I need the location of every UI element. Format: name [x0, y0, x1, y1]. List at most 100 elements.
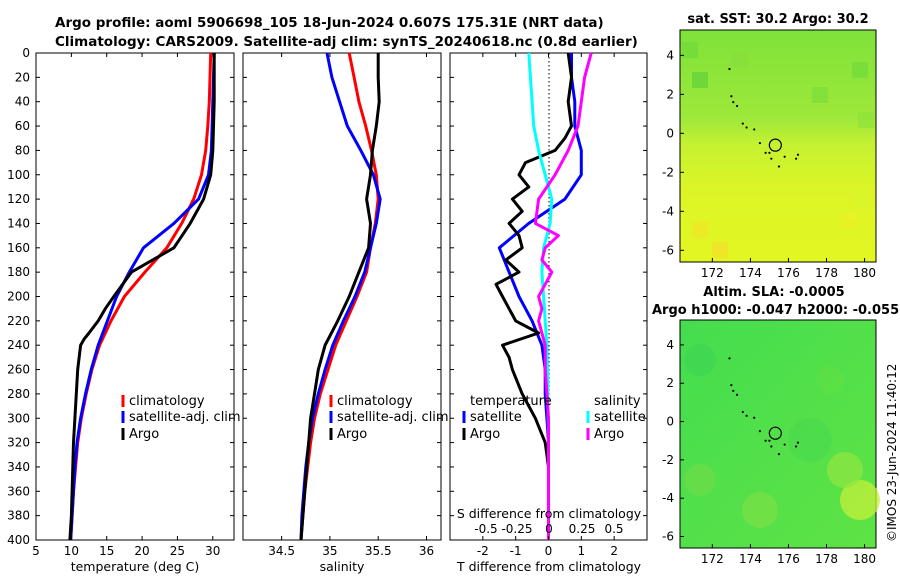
- sla-texture-blob: [788, 418, 832, 462]
- depth-tick-label: 320: [7, 436, 30, 450]
- map-lat-tick-label: 4: [666, 338, 674, 352]
- depth-tick-label: 220: [7, 314, 30, 328]
- map-lat-tick-label: -6: [662, 243, 674, 257]
- salinity-series-group: [299, 52, 382, 541]
- depth-tick-label: 0: [22, 46, 30, 60]
- sst-map-title: sat. SST: 30.2 Argo: 30.2: [687, 12, 868, 27]
- map-lon-tick-label: 172: [701, 266, 724, 280]
- argo-position-marker: [768, 138, 782, 152]
- map-lon-tick-label: 174: [739, 266, 762, 280]
- sst-texture-cell: [842, 212, 858, 228]
- map-lat-tick-label: -4: [662, 204, 674, 218]
- depth-tick-label: 240: [7, 338, 30, 352]
- island-marker: [768, 439, 771, 442]
- map-lat-tick-label: -6: [662, 530, 674, 544]
- x-tick-label: 0: [545, 544, 553, 558]
- x-tick-label: 35.5: [365, 544, 392, 558]
- depth-tick-label: 200: [7, 290, 30, 304]
- island-marker: [741, 410, 744, 414]
- depth-tick-label: 280: [7, 387, 30, 401]
- x-tick-label: 25: [170, 544, 185, 558]
- depth-tick-label: 140: [7, 216, 30, 230]
- island-marker: [796, 153, 800, 156]
- island-marker: [777, 453, 781, 456]
- legend-label-argo: Argo: [337, 427, 367, 442]
- island-marker: [753, 416, 756, 419]
- depth-tick-label: 400: [7, 533, 30, 547]
- map-lon-tick-label: 176: [777, 552, 800, 566]
- island-marker: [745, 126, 748, 129]
- axis-ticks-group: 0204060801001201401601802002202402602803…: [7, 46, 647, 558]
- island-marker: [745, 414, 748, 417]
- legend-label-satellite: satellite-adj. clim: [337, 410, 449, 425]
- x-tick-label: 15: [99, 544, 114, 558]
- sst-map-blobs: [682, 42, 874, 258]
- depth-tick-label: 260: [7, 363, 30, 377]
- island-marker: [730, 384, 733, 387]
- depth-tick-label: 360: [7, 484, 30, 498]
- island-marker: [758, 430, 762, 433]
- salinity-xlabel: salinity: [320, 559, 365, 574]
- difference-top-xlabel: S difference from climatology: [457, 506, 642, 521]
- sst-texture-cell: [692, 222, 708, 238]
- sst-texture-cell: [692, 72, 708, 88]
- s-diff-tick-label: -0.25: [501, 522, 532, 536]
- depth-tick-label: 340: [7, 460, 30, 474]
- map-lon-tick-label: 178: [815, 552, 838, 566]
- depth-tick-label: 380: [7, 509, 30, 523]
- sla-map-title-line1: Altim. SLA: -0.0005: [703, 285, 844, 300]
- depth-tick-label: 20: [15, 70, 30, 84]
- x-tick-label: -2: [477, 544, 489, 558]
- x-tick-label: 34.5: [268, 544, 295, 558]
- figure-title-line2: Climatology: CARS2009. Satellite-adj cli…: [55, 34, 638, 50]
- depth-tick-label: 300: [7, 411, 30, 425]
- s-diff-tick-label: 0: [545, 522, 553, 536]
- legend-label-satellite: satellite-adj. clim: [129, 410, 241, 425]
- map-lat-tick-label: 2: [666, 87, 674, 101]
- island-marker: [768, 151, 771, 154]
- figure-title-line1: Argo profile: aoml 5906698_105 18-Jun-20…: [55, 15, 604, 31]
- sla-texture-blob: [684, 464, 716, 496]
- sla-texture-blob: [684, 344, 716, 376]
- island-marker: [758, 141, 762, 145]
- temperature-series-group: [68, 52, 216, 541]
- argo-position-marker: [768, 426, 782, 440]
- series-line-argo: [68, 53, 216, 541]
- series-line-argo: [299, 53, 381, 541]
- island-marker: [770, 445, 773, 448]
- island-marker: [794, 157, 798, 160]
- s-diff-tick-label: 0.5: [604, 522, 623, 536]
- x-tick-label: -1: [510, 544, 522, 558]
- sla-texture-blob: [827, 452, 863, 488]
- map-lat-tick-label: -2: [662, 453, 674, 467]
- legend-label-climatology: climatology: [129, 394, 205, 409]
- temperature-panel-frame: [35, 52, 235, 541]
- sst-texture-cell: [852, 62, 868, 78]
- sla-texture-blob: [840, 480, 880, 520]
- sst-texture-cell: [712, 242, 728, 258]
- island-marker: [732, 389, 735, 392]
- x-tick-label: 36: [419, 544, 434, 558]
- legend-label-t-argo: Argo: [470, 427, 500, 442]
- legend-label-climatology: climatology: [337, 394, 413, 409]
- x-tick-label: 1: [578, 544, 586, 558]
- island-marker: [728, 67, 731, 71]
- s-diff-tick-label: -0.5: [474, 522, 497, 536]
- x-tick-label: 10: [64, 544, 79, 558]
- depth-tick-label: 80: [15, 143, 30, 157]
- island-marker: [732, 101, 735, 104]
- map-lat-tick-label: 0: [666, 126, 674, 140]
- x-tick-label: 20: [134, 544, 149, 558]
- map-lon-tick-label: 180: [853, 552, 876, 566]
- island-marker: [764, 439, 767, 442]
- depth-tick-label: 180: [7, 265, 30, 279]
- map-lon-tick-label: 178: [815, 266, 838, 280]
- series-line-temperature-argo: [494, 52, 573, 540]
- difference-legend: temperature salinity satellite Argo sate…: [462, 394, 646, 442]
- island-marker: [783, 443, 786, 446]
- sst-texture-cell: [852, 192, 868, 208]
- sla-map-blobs: [684, 344, 880, 528]
- island-marker: [741, 122, 744, 125]
